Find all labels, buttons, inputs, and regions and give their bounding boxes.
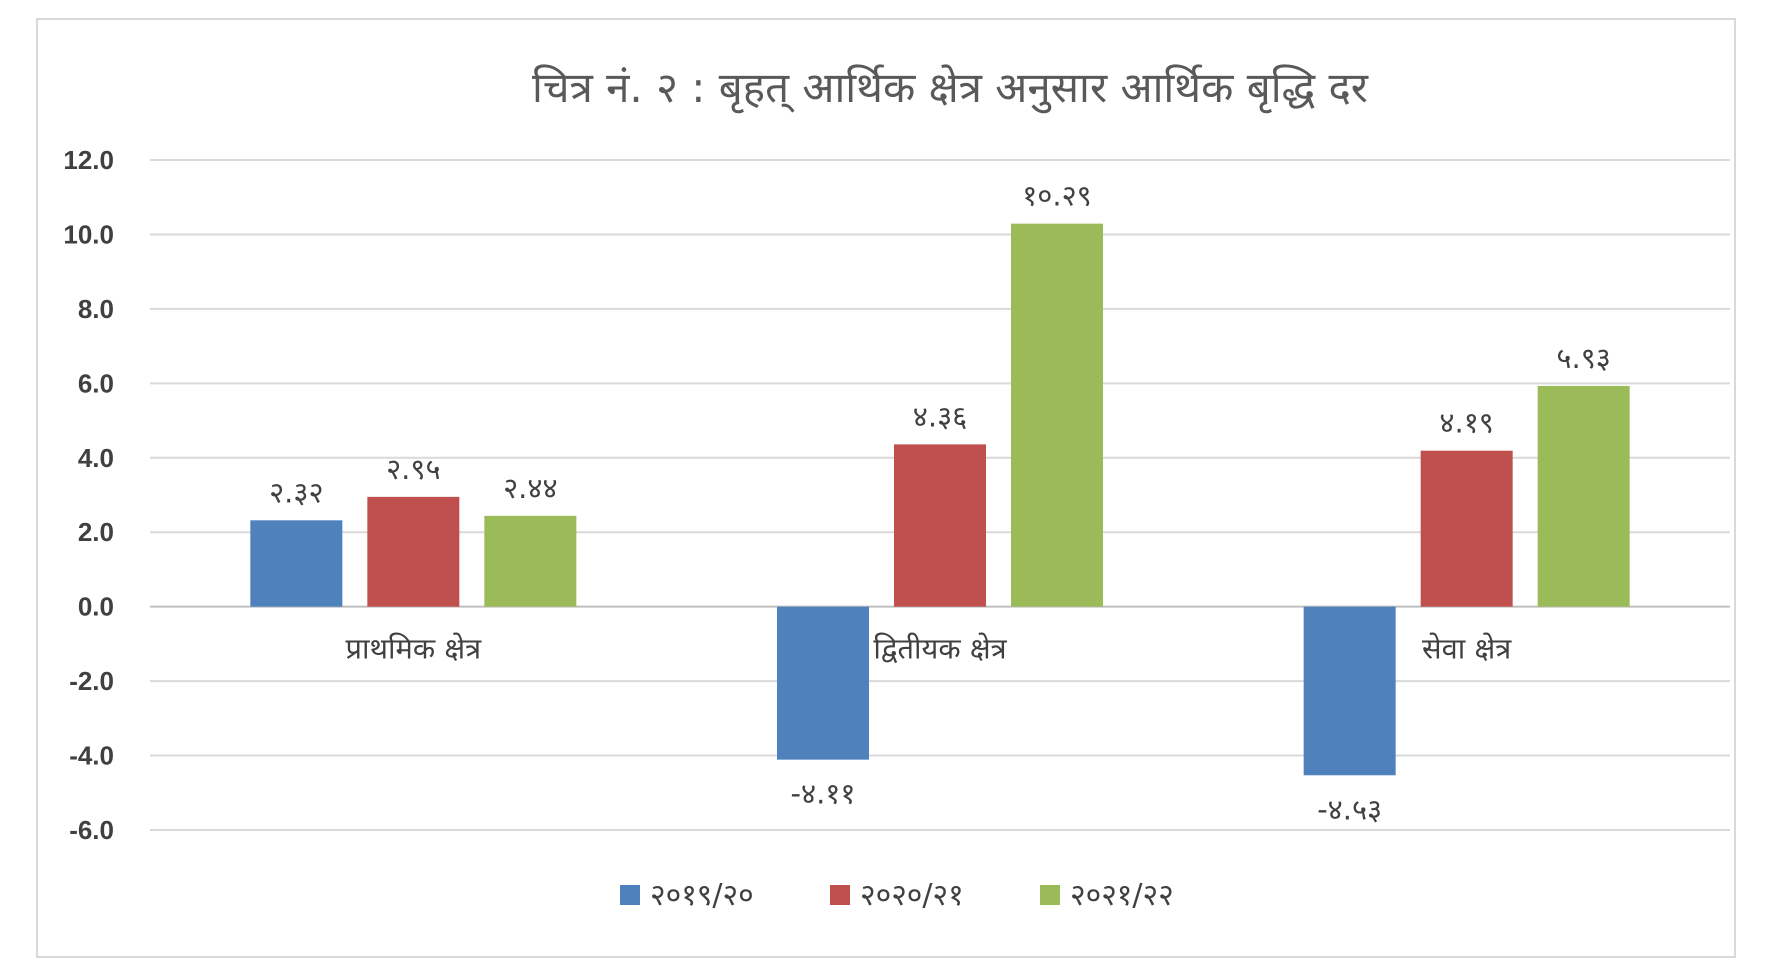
bar — [250, 520, 343, 607]
data-label: ४.३६ — [913, 399, 967, 433]
bar — [1011, 223, 1103, 607]
data-labels: २.३२ २.९५ २.४४ -४.११ ४.३६ १०.२९ -४.५३ ४.१९ ५.९३ — [269, 179, 1611, 827]
bar — [484, 515, 577, 607]
y-axis-ticks: 12.0 10.0 8.0 6.0 4.0 2.0 0.0 -2.0 -4.0 -6.0 — [63, 145, 114, 845]
data-label: -४.५३ — [1317, 792, 1382, 826]
y-tick-label: 4.0 — [78, 443, 114, 473]
y-tick-label: 8.0 — [78, 294, 114, 324]
bar — [1537, 385, 1630, 607]
bar — [1420, 450, 1513, 607]
bar — [894, 444, 986, 607]
legend-swatch — [620, 885, 640, 905]
data-label: -४.११ — [791, 777, 856, 811]
category-label: सेवा क्षेत्र — [1422, 632, 1512, 666]
y-tick-label: 12.0 — [63, 145, 114, 175]
data-label: १०.२९ — [1022, 179, 1092, 213]
category-label: प्राथमिक क्षेत्र — [345, 632, 482, 666]
bar — [1303, 606, 1396, 776]
y-tick-label: -4.0 — [69, 741, 114, 771]
chart-title: चित्र नं. २ : बृहत् आर्थिक क्षेत्र अनुसा… — [532, 63, 1369, 114]
data-label: ४.१९ — [1439, 406, 1493, 440]
bars — [250, 223, 1630, 776]
y-tick-label: -2.0 — [69, 666, 114, 696]
legend: २०१९/२० २०२०/२१ २०२१/२२ — [620, 878, 1174, 913]
category-label: द्वितीयक क्षेत्र — [873, 632, 1007, 666]
y-tick-label: 10.0 — [63, 219, 114, 249]
data-label: २.९५ — [386, 452, 440, 486]
legend-label: २०२१/२२ — [1070, 878, 1174, 913]
bar — [367, 496, 460, 607]
y-tick-label: 6.0 — [78, 368, 114, 398]
data-label: ५.९३ — [1556, 341, 1610, 375]
y-tick-label: 2.0 — [78, 517, 114, 547]
bar — [777, 606, 869, 760]
data-label: २.४४ — [503, 471, 557, 505]
data-label: २.३२ — [269, 475, 323, 509]
y-tick-label: -6.0 — [69, 815, 114, 845]
category-labels: प्राथमिक क्षेत्र द्वितीयक क्षेत्र सेवा क्ष… — [345, 632, 1512, 666]
legend-swatch — [830, 885, 850, 905]
legend-label: २०२०/२१ — [860, 878, 964, 913]
legend-swatch — [1040, 885, 1060, 905]
legend-label: २०१९/२० — [650, 878, 754, 913]
y-tick-label: 0.0 — [78, 592, 114, 622]
